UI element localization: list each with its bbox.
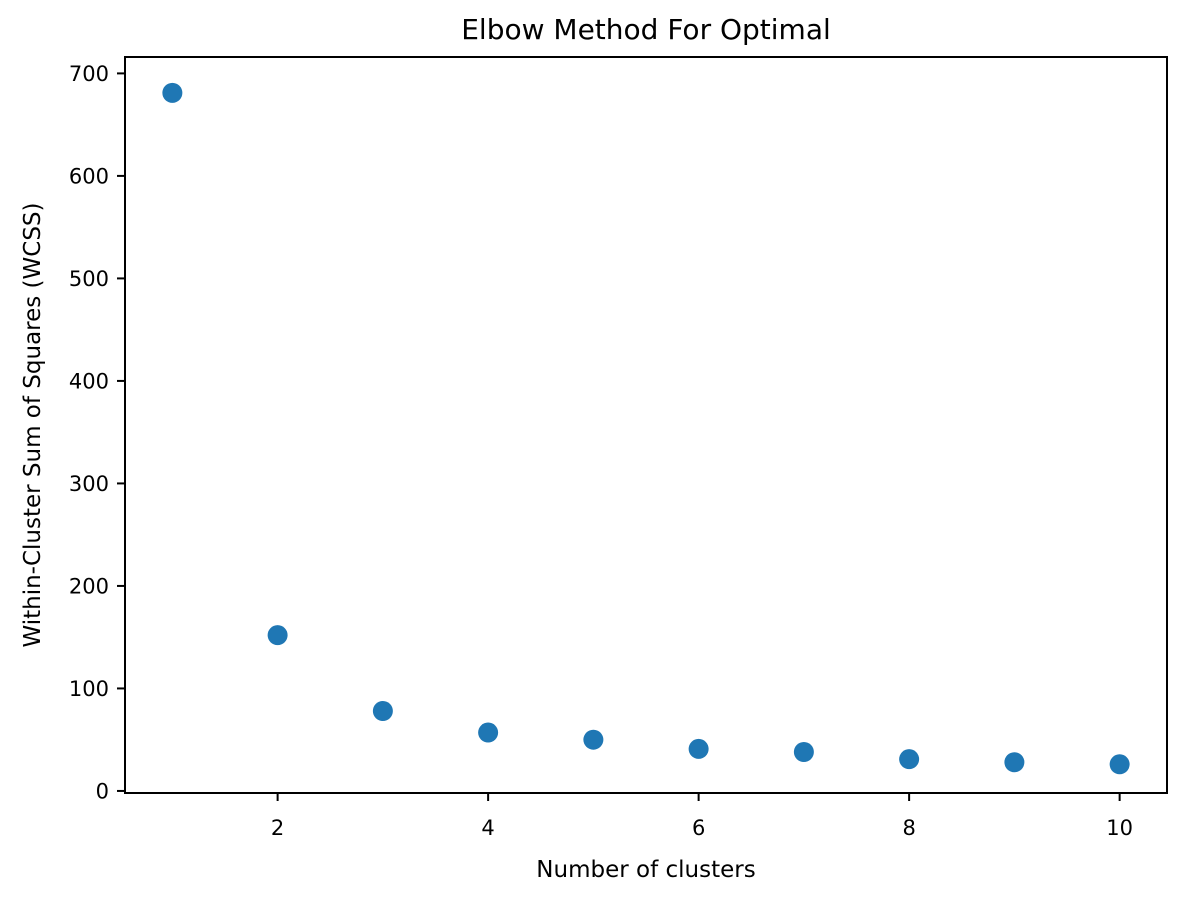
data-point — [583, 729, 604, 750]
x-tick-label: 8 — [902, 816, 915, 840]
chart-title: Elbow Method For Optimal — [461, 13, 831, 46]
data-point — [793, 741, 814, 762]
y-tick-label: 400 — [69, 369, 109, 393]
y-tick-label: 200 — [69, 574, 109, 598]
x-tick-label: 6 — [692, 816, 705, 840]
y-tick-label: 600 — [69, 164, 109, 188]
data-point — [1004, 752, 1025, 773]
data-point — [162, 82, 183, 103]
plot-frame — [124, 56, 1168, 794]
x-axis-ticks: 2 4 6 8 10 — [271, 793, 1133, 840]
scatter-points — [162, 82, 1130, 775]
y-tick-label: 500 — [69, 267, 109, 291]
x-tick-label: 2 — [271, 816, 284, 840]
x-tick-label: 10 — [1106, 816, 1133, 840]
data-point — [688, 738, 709, 759]
data-point — [1109, 754, 1130, 775]
data-point — [899, 749, 920, 770]
y-tick-label: 100 — [69, 677, 109, 701]
data-point — [372, 700, 393, 721]
y-axis-ticks: 0 100 200 300 400 500 600 700 — [69, 62, 125, 803]
x-tick-label: 4 — [481, 816, 494, 840]
y-tick-label: 0 — [96, 779, 109, 803]
y-tick-label: 700 — [69, 62, 109, 86]
y-tick-label: 300 — [69, 472, 109, 496]
x-axis-label: Number of clusters — [536, 857, 755, 883]
data-point — [478, 722, 499, 743]
y-axis-label: Within-Cluster Sum of Squares (WCSS) — [20, 202, 46, 647]
data-point — [267, 625, 288, 646]
